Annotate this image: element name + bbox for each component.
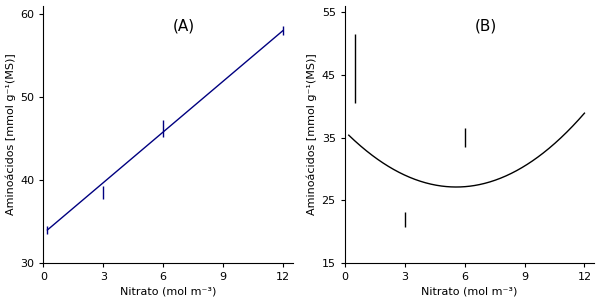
X-axis label: Nitrato (mol m⁻³): Nitrato (mol m⁻³): [120, 286, 217, 297]
Text: (B): (B): [475, 18, 497, 34]
Y-axis label: Aminoácidos [mmol g⁻¹(MS)]: Aminoácidos [mmol g⁻¹(MS)]: [5, 53, 16, 215]
Y-axis label: Aminoácidos [mmol g⁻¹(MS)]: Aminoácidos [mmol g⁻¹(MS)]: [307, 53, 317, 215]
Text: (A): (A): [173, 18, 196, 34]
X-axis label: Nitrato (mol m⁻³): Nitrato (mol m⁻³): [421, 286, 518, 297]
